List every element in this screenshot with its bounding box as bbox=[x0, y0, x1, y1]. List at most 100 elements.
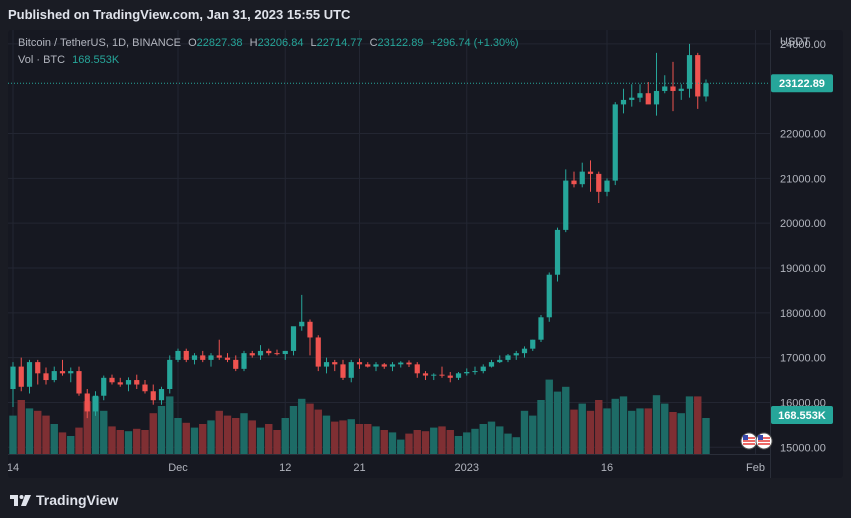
candle bbox=[604, 178, 610, 197]
candle-body bbox=[422, 373, 429, 376]
volume-bar bbox=[454, 436, 463, 454]
us-event-flag-icon-2[interactable] bbox=[755, 432, 773, 450]
candle bbox=[299, 294, 305, 331]
volume-bar bbox=[347, 419, 355, 454]
tradingview-footer[interactable]: TradingView bbox=[10, 492, 118, 508]
candle bbox=[68, 367, 74, 383]
price-tick-label: 24000.00 bbox=[780, 39, 826, 51]
volume-bars bbox=[9, 379, 710, 454]
volume-bar bbox=[562, 386, 570, 454]
last-price-badge-bg bbox=[771, 74, 833, 93]
candle-body bbox=[92, 395, 99, 412]
candle-body bbox=[340, 364, 346, 378]
candle bbox=[92, 391, 99, 416]
candle-body bbox=[513, 353, 519, 356]
price-tick-label: 21000.00 bbox=[780, 173, 826, 185]
candle bbox=[538, 315, 544, 342]
time-axis[interactable]: 14 Dec 12 21 2023 16 Feb bbox=[8, 462, 765, 474]
volume-bar bbox=[174, 418, 182, 454]
candle-body bbox=[554, 229, 561, 275]
volume-bar bbox=[545, 379, 553, 454]
candle bbox=[579, 162, 585, 188]
volume-bar bbox=[190, 427, 199, 454]
candle-body bbox=[266, 350, 272, 354]
candle-body bbox=[472, 371, 478, 373]
volume-bar bbox=[595, 400, 603, 454]
candle-body bbox=[117, 382, 123, 385]
volume-bar bbox=[397, 439, 405, 454]
volume-bar bbox=[487, 421, 496, 454]
candle-body bbox=[167, 359, 173, 390]
candle-body bbox=[546, 274, 552, 318]
candle-body bbox=[505, 355, 511, 360]
volume-bar bbox=[553, 391, 562, 454]
candle-body bbox=[563, 180, 569, 230]
volume-bar bbox=[339, 420, 347, 454]
candle bbox=[637, 84, 643, 103]
candle bbox=[43, 367, 49, 385]
candle bbox=[59, 359, 66, 376]
candle-body bbox=[356, 362, 363, 365]
candle-body bbox=[26, 362, 33, 387]
volume-bar bbox=[652, 395, 661, 454]
candle bbox=[398, 361, 404, 368]
candle bbox=[653, 52, 660, 116]
candle bbox=[620, 88, 627, 114]
candle-body bbox=[653, 90, 660, 105]
time-tick-label: 14 bbox=[8, 462, 19, 474]
volume-bar bbox=[223, 415, 232, 454]
volume-bar bbox=[661, 403, 669, 454]
candle-body bbox=[315, 337, 321, 367]
volume-bar bbox=[58, 432, 67, 454]
candles bbox=[10, 43, 709, 419]
price-tick-label: 22000.00 bbox=[780, 129, 826, 141]
volume-bar bbox=[9, 415, 17, 454]
us-event-flag-icon[interactable] bbox=[740, 432, 758, 450]
candle bbox=[274, 349, 280, 356]
candle bbox=[389, 362, 396, 372]
candle-body bbox=[571, 180, 577, 185]
legend-high-value: 23206.84 bbox=[258, 37, 304, 49]
volume-bar bbox=[570, 409, 578, 454]
candle bbox=[414, 362, 420, 378]
chart-panel[interactable]: Bitcoin / TetherUS, 1D, BINANCE O22827.3… bbox=[8, 30, 843, 478]
candle bbox=[695, 52, 701, 109]
candle bbox=[175, 348, 181, 363]
candle-body bbox=[290, 326, 297, 351]
candle-body bbox=[224, 357, 231, 360]
candle-body bbox=[158, 389, 165, 401]
candle bbox=[76, 366, 82, 396]
candle-body bbox=[612, 104, 618, 181]
volume-bar bbox=[430, 427, 438, 454]
candle bbox=[662, 75, 668, 94]
candle bbox=[216, 339, 222, 360]
candle-body bbox=[389, 364, 396, 367]
candle-body bbox=[662, 86, 668, 91]
price-axis[interactable]: 24000.00 22000.00 21000.00 20000.00 19000.00… bbox=[780, 39, 826, 454]
candle-body bbox=[695, 55, 701, 97]
candle bbox=[150, 384, 156, 405]
candle bbox=[315, 335, 321, 372]
volume-bar bbox=[421, 431, 430, 454]
candle bbox=[422, 371, 429, 381]
candle-body bbox=[373, 364, 379, 367]
candlestick-chart[interactable]: Bitcoin / TetherUS, 1D, BINANCE O22827.3… bbox=[8, 30, 843, 478]
candle bbox=[365, 362, 371, 368]
volume-bar bbox=[116, 430, 124, 454]
candle-body bbox=[257, 350, 264, 356]
candle bbox=[497, 355, 503, 364]
candle bbox=[348, 359, 354, 383]
candle bbox=[307, 319, 313, 356]
candle-body bbox=[538, 317, 544, 340]
candle-body bbox=[134, 380, 140, 385]
volume-bar bbox=[471, 428, 479, 454]
candle bbox=[439, 366, 445, 378]
last-price-badge: 23122.89 bbox=[771, 74, 833, 93]
candle-body bbox=[307, 321, 313, 338]
candle-body bbox=[530, 339, 536, 349]
volume-bar bbox=[34, 410, 42, 454]
candle bbox=[571, 171, 577, 188]
candle-body bbox=[579, 171, 585, 185]
volume-bar bbox=[372, 426, 380, 454]
volume-bar bbox=[677, 413, 685, 454]
